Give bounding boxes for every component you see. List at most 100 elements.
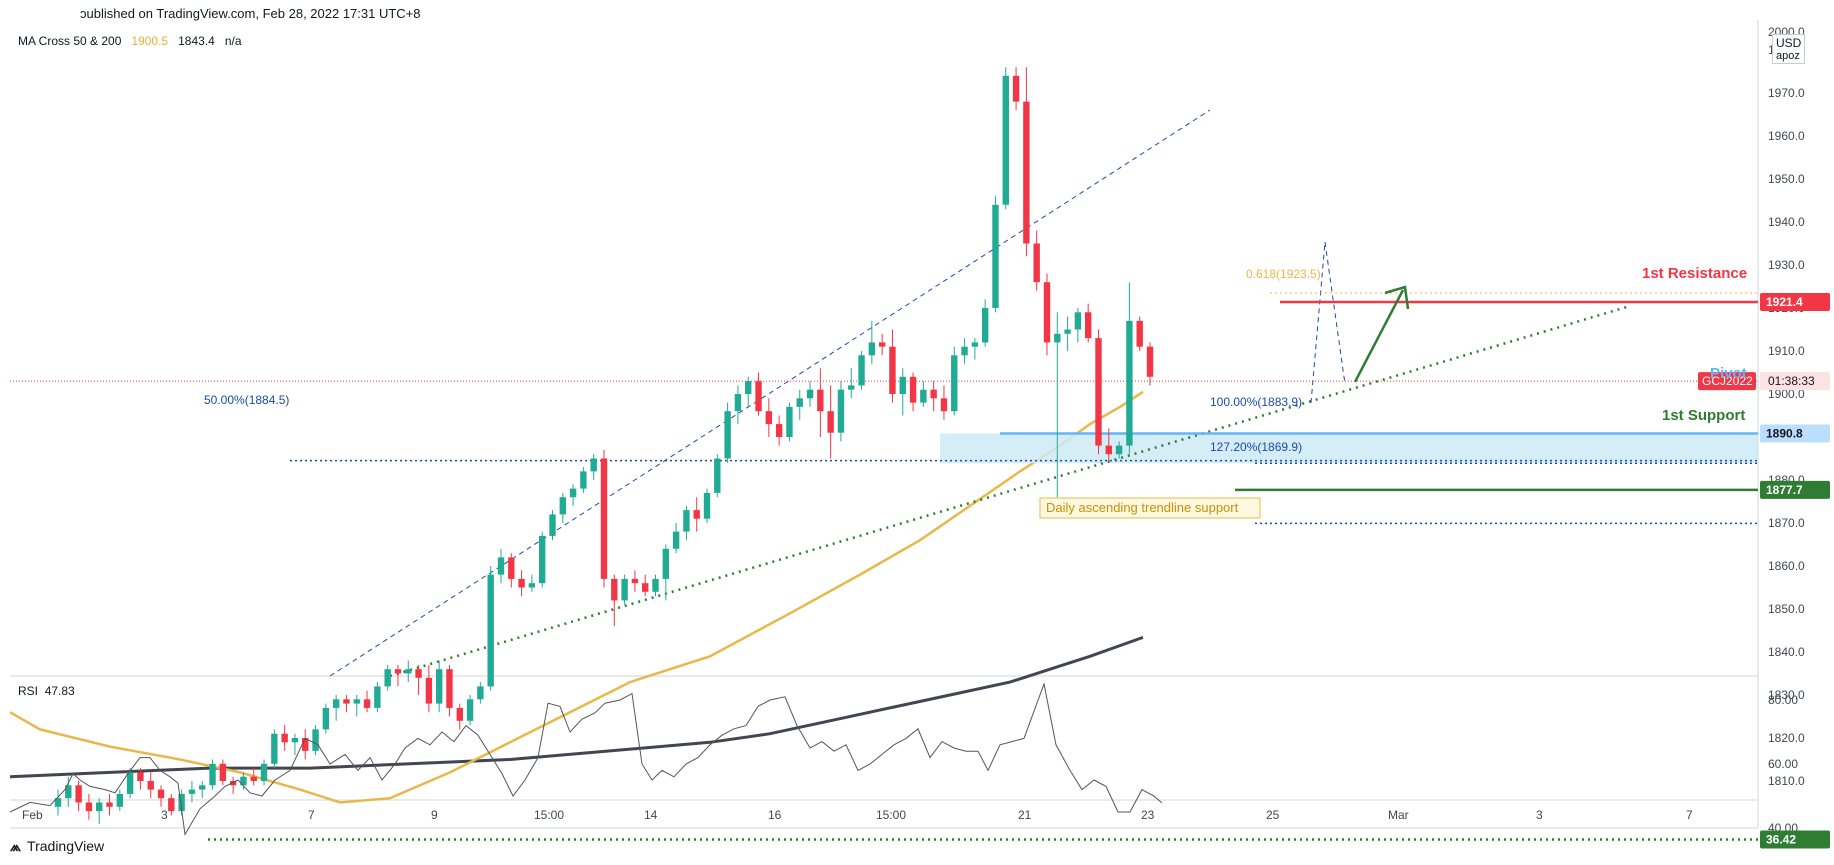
candle: [745, 376, 752, 407]
candle-body: [538, 535, 546, 584]
currency-badge[interactable]: USD apoz: [1772, 34, 1806, 64]
candle-body: [796, 398, 803, 407]
candle-body: [518, 578, 525, 588]
candle-body: [168, 798, 175, 812]
fib-label: 0.618(1923.5): [1246, 267, 1321, 281]
candle-body: [1136, 320, 1143, 347]
candle: [229, 776, 237, 794]
candle: [631, 570, 639, 592]
scale-label: apoz: [1776, 50, 1800, 62]
candle: [878, 333, 886, 356]
pivot-badge-bg: [1760, 424, 1830, 443]
projection-arrow: [1353, 289, 1405, 383]
annotation-text: Daily ascending trendline support: [1046, 500, 1239, 515]
candle: [961, 338, 968, 364]
y-tick-label: 1820.0: [1768, 731, 1805, 745]
fib-swing-line-3: [1324, 241, 1346, 385]
candlestick-series: [54, 67, 1154, 824]
resistance-label: 1st Resistance: [1642, 265, 1747, 282]
candle-body: [229, 781, 237, 786]
candle: [374, 682, 381, 713]
candle-body: [374, 686, 381, 708]
x-tick-label: 21: [1018, 808, 1032, 822]
candle: [332, 695, 340, 721]
candle-body: [806, 389, 814, 399]
candle: [528, 574, 536, 592]
candle-body: [240, 776, 247, 786]
candle: [1074, 308, 1082, 343]
published-caption: ɔublished on TradingView.com, Feb 28, 20…: [80, 6, 421, 21]
candle-body: [909, 376, 917, 403]
ma-cross-legend[interactable]: MA Cross 50 & 200 1900.5 1843.4 n/a: [18, 34, 242, 48]
candle-body: [848, 385, 855, 390]
resistance-badge: 1921.4: [1766, 295, 1803, 309]
x-tick-label: Feb: [22, 808, 43, 822]
candle-body: [580, 471, 587, 489]
y-tick-label: 1970.0: [1768, 86, 1805, 100]
candle-body: [446, 669, 453, 708]
x-tick-label: 7: [308, 808, 315, 822]
candle-body: [1095, 338, 1102, 446]
candle: [1033, 230, 1040, 291]
candle-body: [672, 531, 680, 549]
candle-body: [1146, 346, 1154, 377]
y-tick-label: 1860.0: [1768, 559, 1805, 573]
x-tick-label: 15:00: [534, 808, 564, 822]
candle-body: [332, 699, 340, 708]
candle-body: [1012, 75, 1020, 102]
pivot-label: Pivot: [1710, 365, 1747, 382]
candle-body: [600, 458, 608, 579]
candle-body: [1033, 243, 1040, 283]
candle-body: [405, 669, 412, 674]
currency-label: USD: [1776, 36, 1802, 50]
y-tick-label: 1810.0: [1768, 774, 1805, 788]
x-tick-label: Mar: [1388, 808, 1409, 822]
support-label: 1st Support: [1662, 407, 1745, 424]
fib-label: 50.00%(1884.5): [204, 393, 289, 407]
candle: [415, 664, 422, 695]
ma50-value: 1900.5: [131, 34, 169, 48]
ma200-path: [9, 635, 1144, 779]
candle: [590, 454, 597, 480]
x-tick-label: 3: [1536, 808, 1543, 822]
candle-body: [724, 411, 731, 459]
candle: [168, 793, 175, 816]
x-tick-label: 14: [644, 808, 658, 822]
y-tick-label: 1840.0: [1768, 645, 1805, 659]
candle-body: [178, 793, 185, 812]
candle: [302, 729, 309, 760]
candle: [497, 548, 505, 584]
candle: [363, 690, 371, 713]
y-tick-label: 1870.0: [1768, 516, 1805, 530]
candle: [477, 682, 484, 704]
fib-label: 127.20%(1869.9): [1210, 440, 1302, 454]
candle-body: [188, 789, 196, 794]
candle: [1095, 329, 1102, 455]
candle: [1105, 428, 1112, 463]
candle-body: [1064, 329, 1071, 334]
candle: [435, 660, 443, 713]
candle: [775, 415, 783, 446]
candle: [137, 768, 144, 790]
candle-body: [1054, 333, 1061, 343]
candle-body: [250, 776, 257, 781]
candle: [518, 570, 525, 597]
rsi-legend[interactable]: RSI 47.83: [18, 684, 75, 698]
y-tick-label: 1960.0: [1768, 129, 1805, 143]
candle-body: [889, 346, 896, 394]
annotation-box: [1039, 497, 1261, 519]
candle-body: [137, 772, 144, 781]
candle-body: [1002, 75, 1009, 205]
candle-body: [147, 781, 154, 790]
candle: [703, 488, 711, 523]
candle: [508, 553, 515, 588]
candle: [384, 664, 391, 691]
candle: [1084, 303, 1092, 343]
tradingview-logo[interactable]: ⩕ TradingView: [10, 838, 104, 855]
candle-body: [961, 346, 968, 356]
candle: [1136, 316, 1143, 351]
candle: [209, 759, 216, 790]
candle-body: [631, 578, 639, 584]
rsi-tick-label: 80.00: [1768, 693, 1798, 707]
